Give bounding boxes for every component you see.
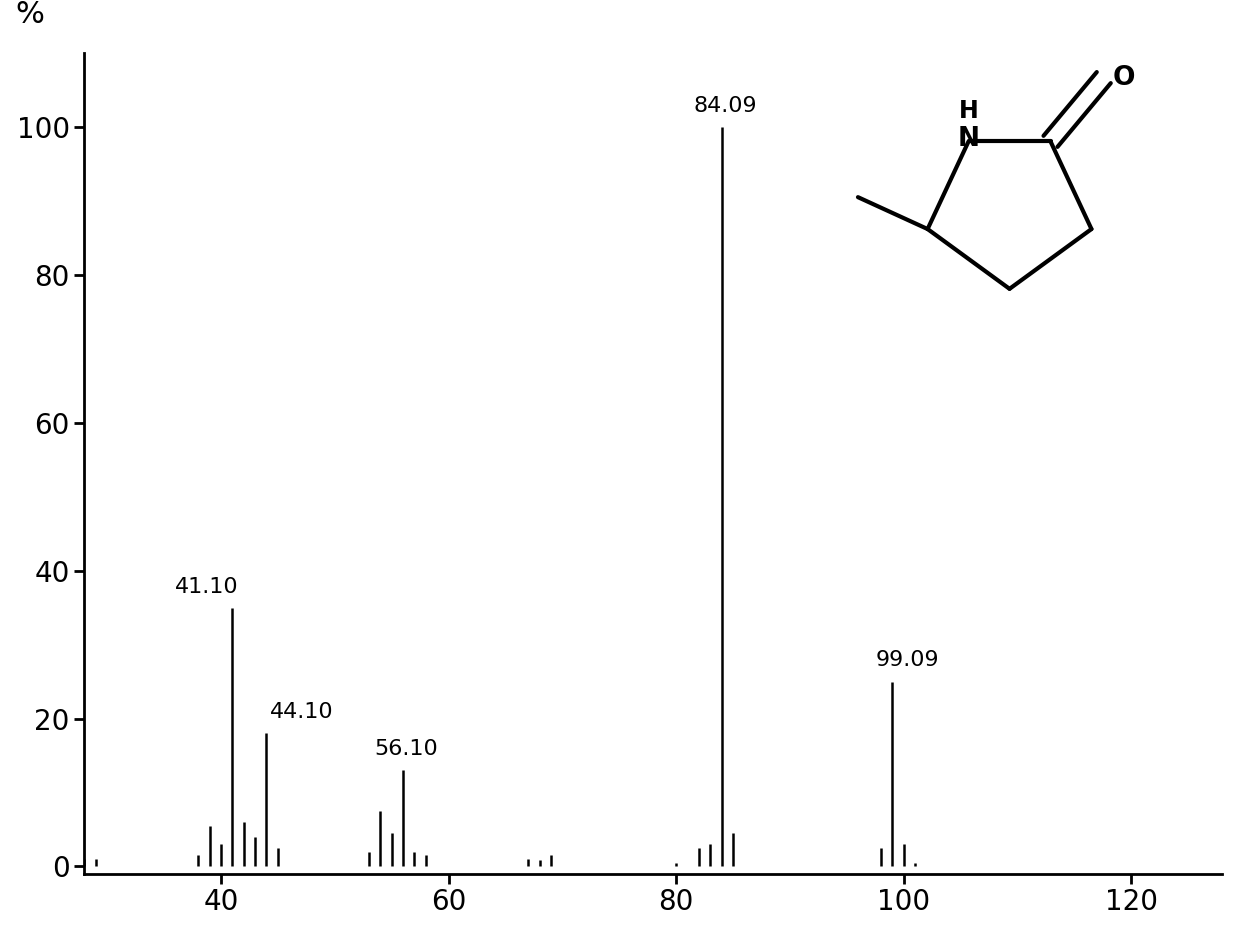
Text: 41.10: 41.10: [176, 577, 239, 596]
Text: 99.09: 99.09: [875, 650, 939, 671]
Y-axis label: %: %: [15, 0, 45, 29]
Text: 56.10: 56.10: [374, 739, 439, 759]
Text: 44.10: 44.10: [270, 703, 333, 722]
Text: 84.09: 84.09: [693, 96, 757, 116]
